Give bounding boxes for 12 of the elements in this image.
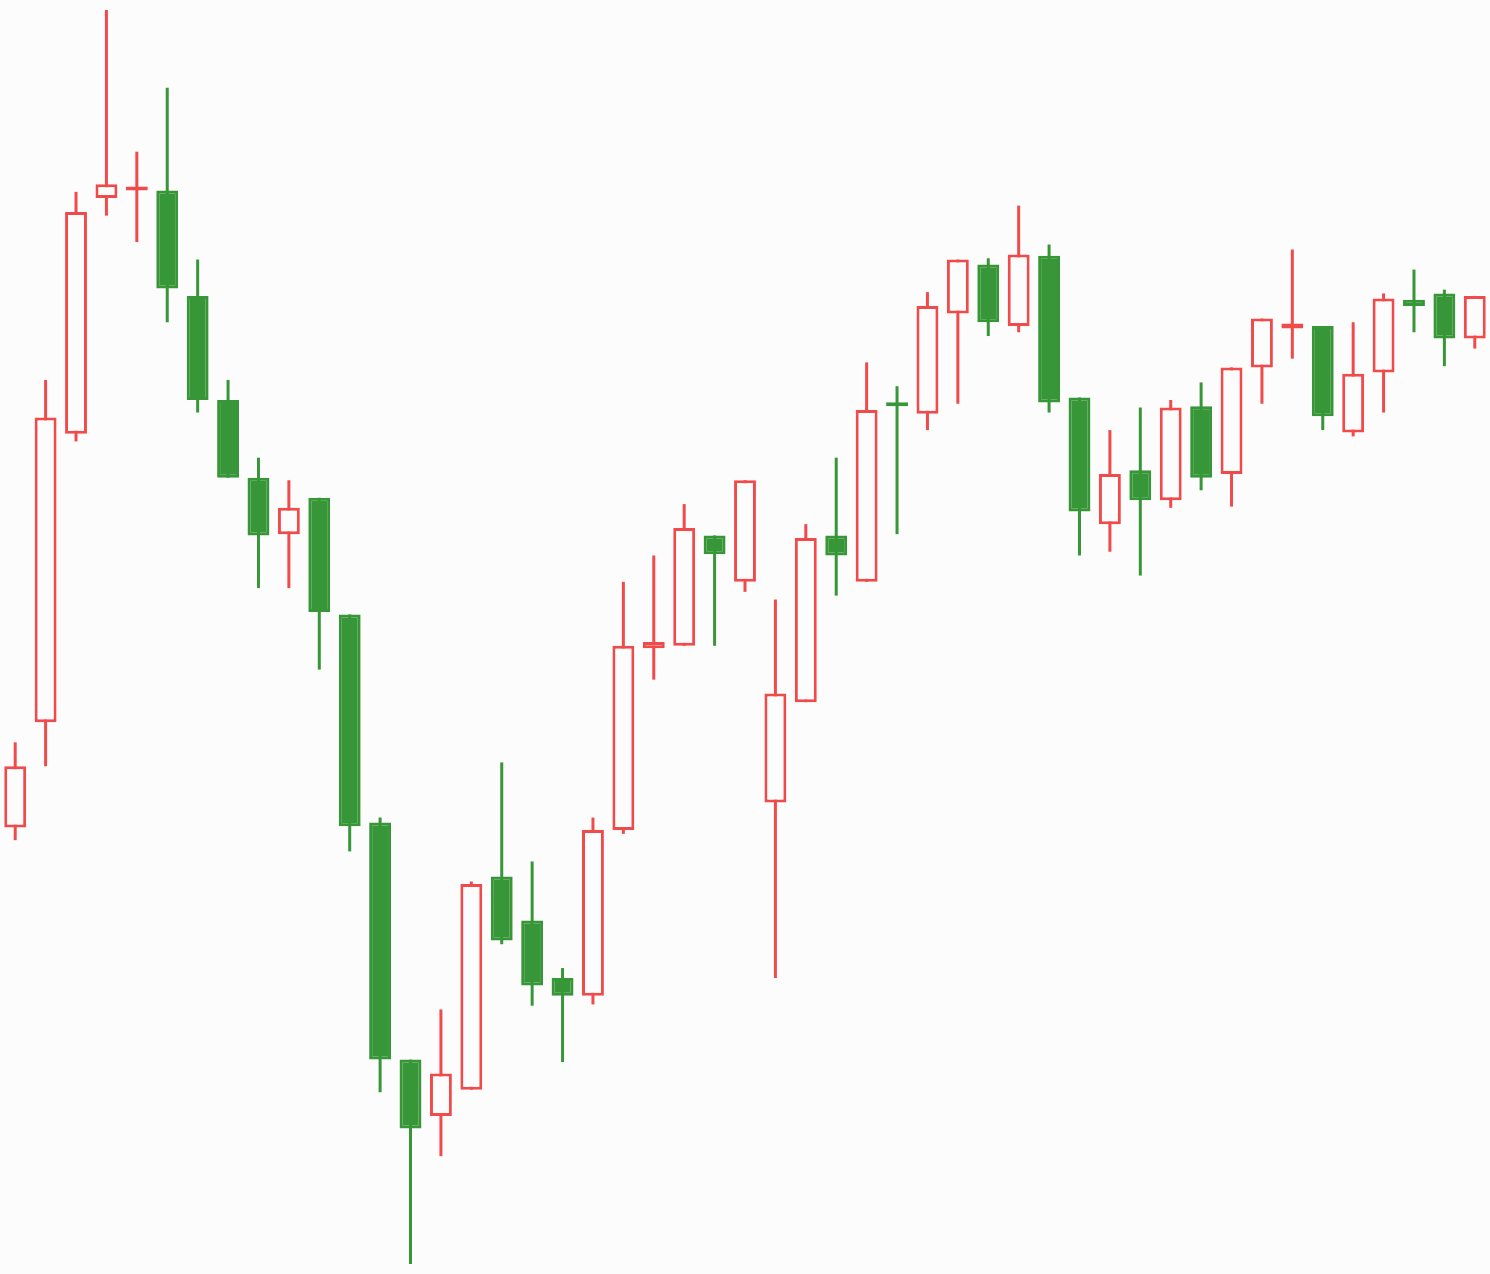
candlestick <box>1098 428 1121 554</box>
candlestick <box>1129 406 1152 578</box>
candlestick <box>551 966 574 1064</box>
candlestick <box>1463 294 1486 351</box>
candlestick <box>95 8 118 218</box>
candlestick <box>825 456 848 598</box>
candlestick <box>946 258 969 406</box>
candlestick <box>277 478 300 590</box>
candlestick <box>1250 316 1273 406</box>
candlestick <box>1433 288 1456 368</box>
candlestick <box>429 1007 452 1158</box>
candlestick <box>703 533 726 648</box>
